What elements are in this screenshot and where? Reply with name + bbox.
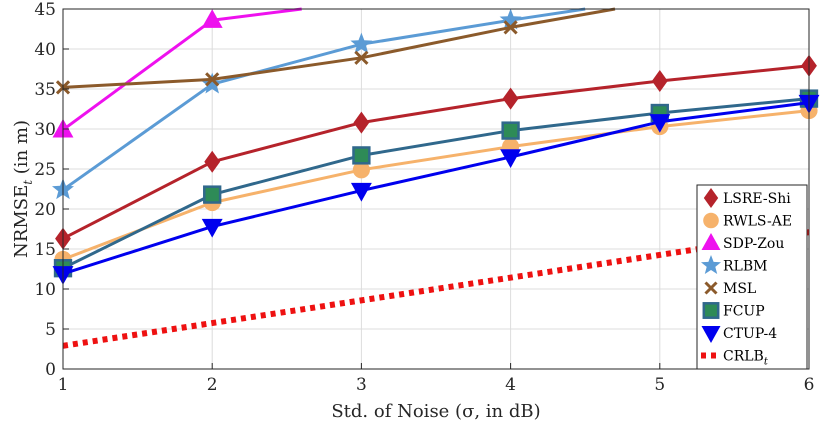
legend-label-main: CRLB: [723, 349, 764, 365]
legend-label: SDP-Zou: [723, 236, 784, 252]
marker-point: [201, 218, 223, 238]
marker-point: [702, 302, 720, 319]
x-tick-label: 4: [505, 375, 516, 395]
marker-point: [499, 8, 522, 30]
marker-point: [353, 111, 370, 134]
legend-label: FCUP: [723, 304, 765, 320]
legend-label-main: RLBM: [723, 259, 767, 275]
y-axis-title-unit: (in m): [11, 120, 32, 180]
marker-point: [704, 281, 718, 295]
marker-point: [703, 212, 719, 229]
y-tick-label: 30: [34, 120, 56, 140]
x-tick-label: 1: [58, 375, 69, 395]
marker-point: [350, 182, 372, 202]
x-tick-label: 3: [356, 375, 367, 395]
legend-label: RWLS-AE: [723, 214, 792, 230]
marker-point: [649, 114, 671, 133]
marker-point: [350, 32, 373, 54]
y-tick-label: 0: [45, 360, 56, 380]
series-line: [62, 109, 810, 261]
plot-frame: [62, 8, 810, 370]
y-tick-label: 15: [34, 240, 56, 260]
legend-label-main: LSRE-Shi: [723, 191, 791, 207]
x-tick-label: 6: [804, 375, 815, 395]
marker-point: [500, 149, 522, 168]
marker-point: [205, 72, 220, 87]
x-axis-title: Std. of Noise (σ, in dB): [331, 401, 540, 422]
y-axis-title-subscript: t: [21, 180, 35, 185]
series-msl: [55, 7, 616, 95]
legend-label-main: SDP-Zou: [723, 236, 784, 252]
legend-label: MSL: [723, 281, 756, 297]
marker-point: [501, 121, 520, 140]
legend-label-main: CTUP-4: [723, 326, 777, 342]
grid: [62, 8, 810, 370]
y-tick-label: 35: [34, 80, 56, 100]
marker-point: [201, 9, 223, 28]
legend-label-main: MSL: [723, 281, 756, 297]
marker-point: [201, 72, 224, 94]
y-tick-label: 40: [34, 40, 56, 60]
legend: LSRE-Shi RWLS-AE SDP-Zou RLBM MSL FCUP CTUP-4 C…: [696, 184, 808, 370]
marker-point: [204, 150, 221, 173]
y-axis-title-main: NRMSE: [11, 185, 32, 258]
y-tick-label: 45: [34, 0, 56, 20]
marker-point: [701, 255, 721, 274]
marker-point: [503, 20, 518, 35]
marker-point: [651, 70, 668, 92]
series-line: [62, 101, 810, 276]
marker-point: [701, 326, 721, 343]
marker-point: [352, 146, 371, 165]
legend-label: LSRE-Shi: [723, 191, 791, 207]
marker-point: [203, 185, 222, 204]
y-tick-label: 20: [34, 200, 56, 220]
marker-point: [701, 233, 721, 250]
legend-label-subscript: t: [764, 357, 769, 368]
x-tick-label: 5: [654, 375, 665, 395]
series-line: [62, 64, 810, 240]
legend-label: RLBM: [723, 259, 767, 275]
series-line: [62, 97, 810, 270]
y-tick-label: 5: [45, 320, 56, 340]
legend-label-main: RWLS-AE: [723, 214, 792, 230]
y-tick-label: 25: [34, 160, 56, 180]
marker-point: [502, 87, 519, 110]
x-tick-label: 2: [207, 375, 218, 395]
y-tick-label: 10: [34, 280, 56, 300]
legend-label-main: FCUP: [723, 304, 765, 320]
marker-point: [703, 188, 719, 208]
legend-label: CTUP-4: [723, 326, 777, 342]
y-axis-title: NRMSEt (in m): [11, 120, 35, 258]
series-group: [52, 7, 820, 349]
legend-label: CRLBt: [723, 349, 769, 368]
marker-point: [352, 161, 370, 179]
marker-point: [354, 50, 369, 65]
